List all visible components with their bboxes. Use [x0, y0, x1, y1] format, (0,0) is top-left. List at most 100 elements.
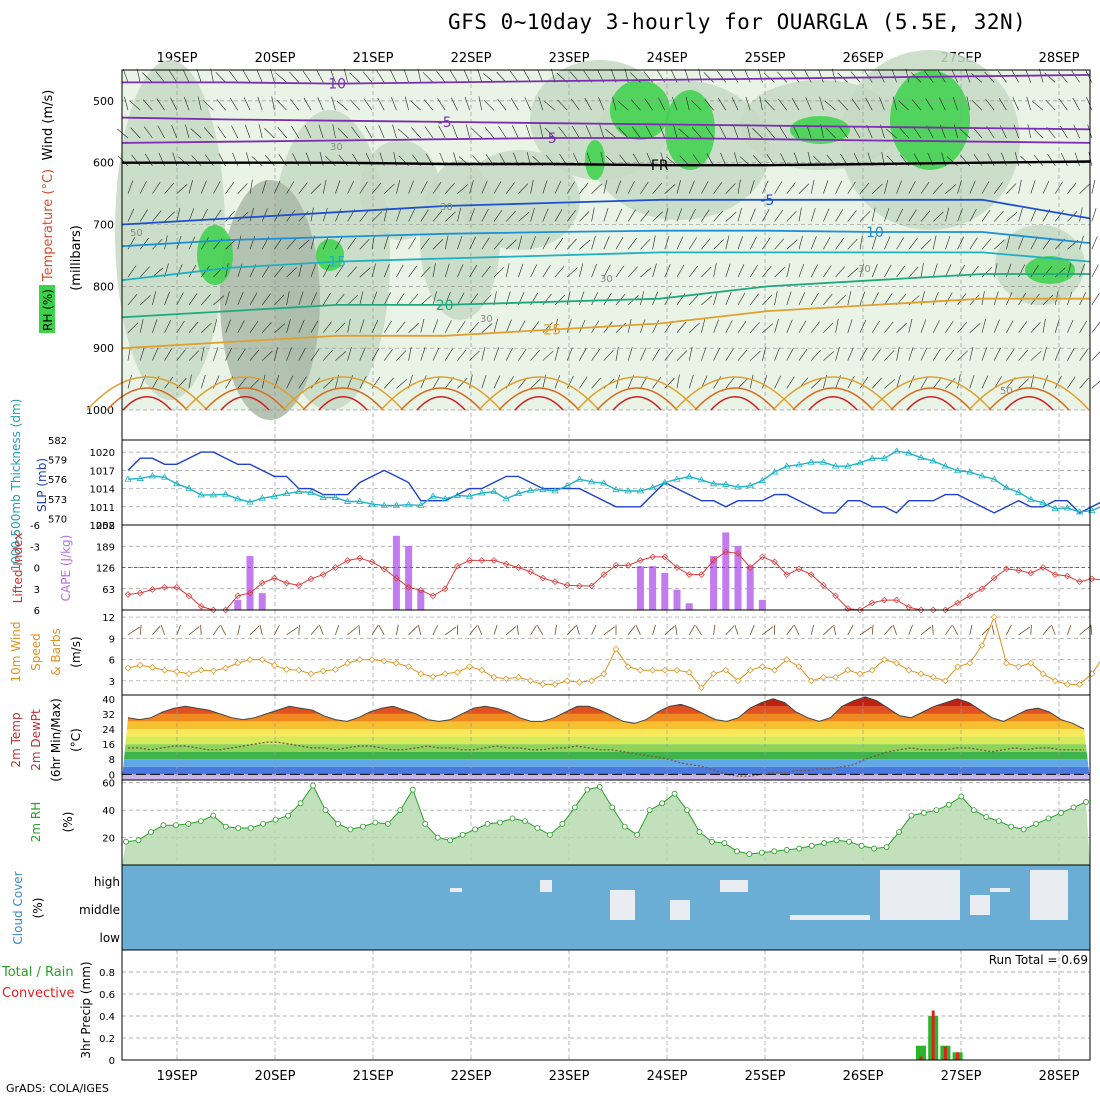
thickness-marker	[844, 462, 852, 469]
wind-barb	[274, 323, 286, 333]
wind-barb	[286, 347, 292, 361]
wind-barb	[749, 624, 755, 635]
wind-barb	[920, 347, 928, 361]
wind-speed-marker	[1051, 677, 1059, 685]
wind-barb	[188, 293, 198, 306]
rh-shade-area	[460, 150, 580, 250]
wind-barb	[237, 183, 248, 194]
thickness-marker	[173, 480, 181, 487]
isotherm-label: 25	[543, 323, 561, 339]
wind-barb	[210, 68, 214, 83]
li-marker	[344, 557, 351, 564]
wind-barb	[1026, 96, 1032, 111]
wind-barb	[152, 210, 162, 222]
precip-convective-bar	[931, 1010, 935, 1060]
cape-axis-label: CAPE (J/kg)	[59, 535, 73, 602]
wind-barb	[885, 128, 897, 139]
wind-barb	[1091, 380, 1100, 389]
wind-speed-marker	[185, 670, 193, 678]
wind-barb	[579, 319, 586, 333]
wind-barb	[457, 378, 468, 389]
wind-barb	[579, 263, 584, 278]
thickness-marker	[160, 473, 169, 480]
thickness-marker	[319, 493, 327, 500]
wind-10m-panel: 3 6 9 12	[102, 609, 1100, 696]
cape-bar	[649, 566, 657, 610]
rh-marker	[409, 786, 416, 793]
wind-barb	[408, 208, 416, 222]
wind-speed-marker	[466, 663, 473, 670]
wind-speed-marker	[368, 656, 376, 663]
wind-barb	[1027, 124, 1032, 139]
wind-barb	[759, 96, 763, 111]
wind-barb	[762, 180, 769, 194]
wind-barb	[316, 69, 324, 83]
rh-contour-label: 50	[1000, 386, 1013, 397]
wind-barb	[481, 237, 490, 250]
wind-barb	[335, 180, 341, 194]
wind-barb	[478, 96, 483, 111]
wind-barb	[838, 99, 849, 111]
wind-barb	[377, 97, 385, 111]
wind-barb	[640, 210, 650, 222]
wind-barb	[389, 69, 397, 83]
wind-barb	[818, 69, 824, 83]
wind-barb	[566, 267, 578, 278]
wind-barb	[1054, 319, 1060, 333]
wind-barb	[444, 348, 453, 361]
wind-barb	[275, 72, 287, 83]
top-date-label: 22SEP	[451, 51, 492, 66]
wind-barb	[920, 239, 932, 250]
wind-speed-marker	[490, 673, 498, 681]
rh-marker	[833, 837, 840, 844]
wind-barb	[505, 347, 513, 361]
wind-barb	[200, 294, 211, 306]
wind-barb	[591, 377, 602, 389]
wind-barb	[298, 376, 307, 389]
wind-barb	[213, 181, 221, 194]
wind-barb	[396, 236, 403, 250]
wind-barb	[1018, 207, 1023, 222]
wind-barb	[127, 626, 140, 636]
rh-tick-label: 20	[102, 834, 115, 845]
wind-speed-marker	[673, 666, 681, 674]
wind-barb	[691, 100, 702, 111]
wind-barb	[676, 180, 681, 194]
warm-isotherm-arc	[772, 376, 894, 411]
wind-barb	[203, 100, 214, 111]
wind-barb	[231, 125, 239, 139]
wind-barb	[688, 180, 695, 194]
wind-barb	[335, 322, 346, 333]
wind-barb	[640, 319, 646, 333]
wind-speed-marker	[795, 663, 803, 670]
thickness-marker	[783, 462, 791, 469]
warm-isotherm-arc	[204, 387, 286, 411]
wind-barb	[640, 267, 652, 278]
wind-barb	[640, 181, 649, 194]
wind-barb	[130, 127, 141, 139]
li-marker	[978, 585, 986, 593]
wind-barb	[786, 291, 792, 306]
li-marker	[527, 568, 534, 576]
wind-barb	[737, 349, 748, 361]
wind-barb	[261, 265, 270, 278]
wind-speed-marker	[441, 670, 449, 678]
rh-legend-swatch	[39, 285, 55, 333]
wind-barb	[139, 209, 148, 222]
thickness-marker	[966, 468, 974, 475]
wind-barb	[884, 293, 893, 306]
wind-barb	[188, 208, 195, 222]
wind-barb	[774, 347, 780, 361]
thickness-marker	[270, 492, 279, 499]
wind-barb	[905, 68, 910, 83]
wind-barb	[1054, 375, 1062, 389]
precip-convective-bar	[919, 1056, 923, 1060]
wind-barb	[396, 378, 408, 389]
wind-barb	[969, 346, 974, 361]
wind-barb	[705, 126, 714, 139]
wind-barb	[692, 154, 702, 166]
wind-barb	[871, 207, 876, 222]
warm-isotherm-arc	[400, 387, 482, 411]
wind-barb	[1074, 152, 1080, 166]
precip-convective-bar	[943, 1046, 947, 1060]
